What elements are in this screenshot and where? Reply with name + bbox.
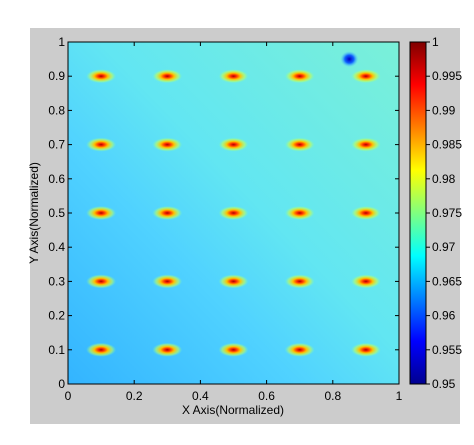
hotspot-4-1 xyxy=(152,69,183,84)
x-tick-label: 1 xyxy=(396,389,403,403)
hotspot-3-1 xyxy=(152,137,183,152)
y-tick-label: 0.3 xyxy=(48,274,65,288)
hotspot-layer xyxy=(86,69,381,357)
colorbar-tick-label: 0.965 xyxy=(432,274,462,288)
x-axis-label: X Axis(Normalized) xyxy=(182,403,284,417)
colorbar-tick-label: 1 xyxy=(432,35,439,49)
hotspot-0-3 xyxy=(284,342,315,357)
hotspot-1-4 xyxy=(350,274,381,289)
hotspot-1-2 xyxy=(218,274,249,289)
x-tick-label: 0.6 xyxy=(258,389,275,403)
colorbar-tick-label: 0.995 xyxy=(432,69,462,83)
hotspot-2-0 xyxy=(86,206,117,220)
y-axis-label: Y Axis(Normalized) xyxy=(27,162,41,264)
colorbar-tick-label: 0.96 xyxy=(432,309,456,323)
y-tick-label: 0.9 xyxy=(48,69,65,83)
colorbar-tick-label: 0.99 xyxy=(432,103,456,117)
y-tick-label: 0.6 xyxy=(48,172,65,186)
x-tick-label: 0.2 xyxy=(126,389,143,403)
x-tick-label: 0.8 xyxy=(324,389,341,403)
hotspot-3-4 xyxy=(350,137,381,152)
hotspot-3-3 xyxy=(284,137,315,152)
colorbar-tick-label: 0.955 xyxy=(432,343,462,357)
colorbar-tick-label: 0.95 xyxy=(432,377,456,391)
y-tick-label: 0.7 xyxy=(48,138,65,152)
colorbar-tick-label: 0.98 xyxy=(432,172,456,186)
hotspot-1-0 xyxy=(86,274,117,289)
hotspot-4-2 xyxy=(218,69,249,84)
local-minimum-spot xyxy=(340,51,359,68)
hotspot-0-2 xyxy=(218,342,249,357)
colorbar-ticks: 0.95 0.955 0.96 0.965 0.97 0.975 0.98 0.985 0.99… xyxy=(426,35,462,391)
y-tick-label: 0.8 xyxy=(48,103,65,117)
hotspot-4-4 xyxy=(350,69,381,84)
hotspot-3-2 xyxy=(218,137,249,152)
hotspot-2-2 xyxy=(218,206,249,220)
x-axis: 0 0.2 0.4 0.6 0.8 1 xyxy=(65,42,403,403)
y-tick-label: 0.1 xyxy=(48,343,65,357)
y-tick-label: 0.4 xyxy=(48,240,65,254)
colorbar-tick-label: 0.985 xyxy=(432,138,462,152)
hotspot-2-1 xyxy=(152,206,183,220)
x-tick-label: 0.4 xyxy=(192,389,209,403)
y-tick-label: 1 xyxy=(58,35,65,49)
y-axis: 0 0.1 0.2 0.3 0.4 0.5 0.6 0.7 0.8 0.9 1 xyxy=(48,35,399,391)
y-tick-label: 0.2 xyxy=(48,309,65,323)
colorbar xyxy=(409,41,427,385)
hotspot-1-3 xyxy=(284,274,315,289)
hotspot-2-4 xyxy=(350,206,381,220)
hotspot-0-0 xyxy=(86,342,117,357)
hotspot-4-3 xyxy=(284,69,315,84)
y-tick-label: 0.5 xyxy=(48,206,65,220)
hotspot-0-1 xyxy=(152,342,183,357)
cold-spot-layer xyxy=(340,51,359,68)
colorbar-tick-label: 0.97 xyxy=(432,240,456,254)
y-tick-label: 0 xyxy=(58,377,65,391)
hotspot-1-1 xyxy=(152,274,183,289)
hotspot-0-4 xyxy=(350,342,381,357)
colorbar-tick-label: 0.975 xyxy=(432,206,462,220)
hotspot-3-0 xyxy=(86,137,117,152)
hotspot-2-3 xyxy=(284,206,315,220)
x-tick-label: 0 xyxy=(65,389,72,403)
hotspot-4-0 xyxy=(86,69,117,84)
